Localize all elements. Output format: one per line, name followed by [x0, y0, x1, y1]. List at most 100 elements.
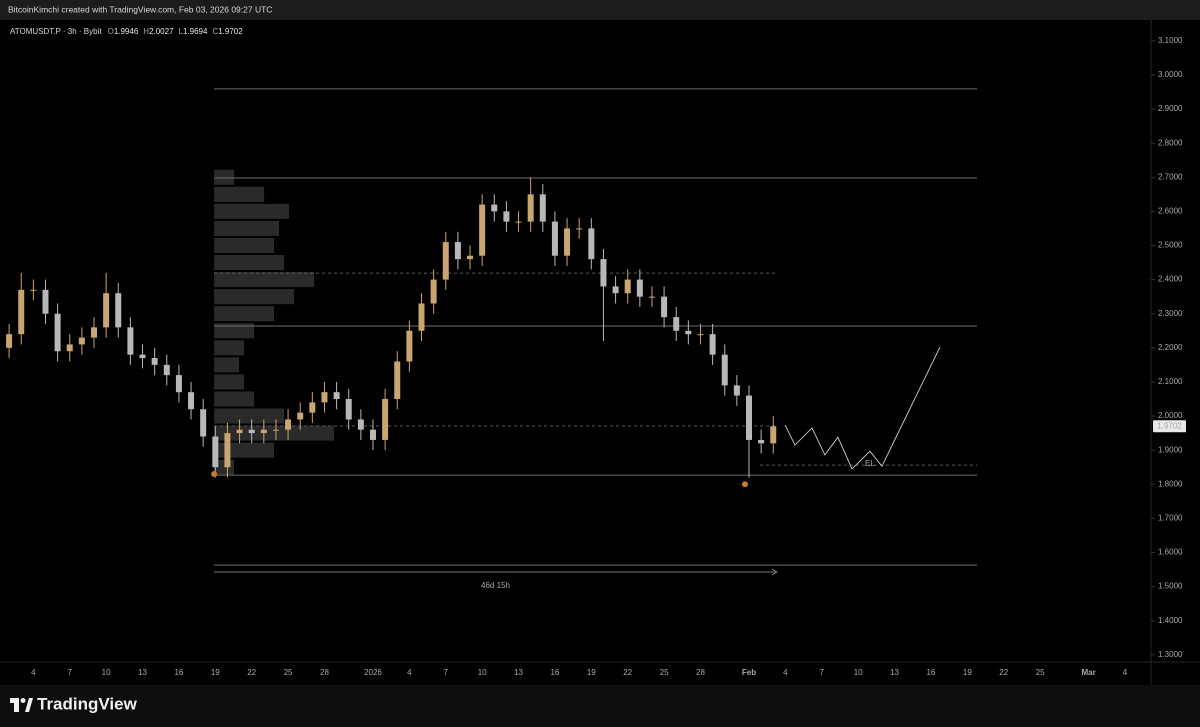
x-tick-label: 7 [68, 668, 73, 677]
candle-body [357, 419, 364, 430]
candle-body [6, 334, 13, 348]
candle-body [30, 289, 37, 291]
candle-body [503, 211, 510, 222]
candle-body [18, 289, 25, 335]
symbol: ATOMUSDT.P · 3h · Bybit [10, 27, 102, 36]
candle-body [564, 228, 571, 256]
y-tick-label: 2.3000 [1158, 309, 1183, 318]
legend-label: O [108, 27, 114, 36]
x-tick-label: 25 [284, 668, 293, 677]
volume-profile-bar [214, 203, 290, 219]
last-price-box [1153, 420, 1186, 433]
candle-body [236, 429, 243, 434]
legend-value: 1.9694 [183, 27, 208, 36]
x-tick-label: 13 [890, 668, 899, 677]
y-tick-label: 1.8000 [1158, 479, 1183, 488]
x-tick-label: 16 [550, 668, 559, 677]
x-tick-label: 22 [999, 668, 1008, 677]
candle-body [382, 398, 389, 440]
candle-body [248, 429, 255, 434]
footer-brand: TradingView [37, 694, 138, 713]
volume-profile-bar [214, 255, 285, 271]
candle-body [685, 330, 692, 335]
candle-body [661, 296, 668, 318]
candle-body [151, 358, 158, 365]
x-tick-label: 13 [138, 668, 147, 677]
candle-body [200, 409, 207, 437]
legend-label: L [179, 27, 184, 36]
candle-body [139, 354, 146, 359]
y-tick-label: 2.4000 [1158, 275, 1183, 284]
candle-body [758, 439, 765, 444]
x-tick-label: 13 [514, 668, 523, 677]
candle-body [745, 395, 752, 440]
y-tick-label: 2.7000 [1158, 172, 1183, 181]
x-tick-label: 7 [444, 668, 449, 677]
header-bar [0, 0, 1200, 20]
x-tick-label: 28 [320, 668, 329, 677]
candle-body [527, 194, 534, 222]
x-tick-label: 19 [211, 668, 220, 677]
candle-body [624, 279, 631, 294]
candle-body [600, 259, 607, 287]
candle-body [515, 221, 522, 223]
x-tick-label: 4 [407, 668, 412, 677]
x-tick-label: 16 [926, 668, 935, 677]
y-tick-label: 1.6000 [1158, 548, 1183, 557]
x-tick-label: 4 [31, 668, 36, 677]
x-tick-label: 19 [587, 668, 596, 677]
x-tick-label: 10 [102, 668, 111, 677]
ohlc-legend: ATOMUSDT.P · 3h · Bybit O1.9946 H2.0027 L1.… [10, 27, 243, 36]
candle-body [648, 296, 655, 298]
x-tick-label: 2026 [364, 668, 382, 677]
candle-body [285, 419, 292, 430]
candle-body [260, 429, 267, 434]
x-tick-label: 10 [478, 668, 487, 677]
projection-line [784, 346, 941, 470]
y-tick-label: 1.5000 [1158, 582, 1183, 591]
candle-body [54, 313, 61, 352]
x-tick-label: 7 [820, 668, 825, 677]
y-tick-label: 3.1000 [1158, 36, 1183, 45]
volume-profile-bar [214, 237, 275, 254]
volume-profile-bar [214, 442, 275, 458]
candle-body [369, 429, 376, 440]
y-tick-label: 2.5000 [1158, 241, 1183, 250]
y-tick-label: 2.8000 [1158, 138, 1183, 147]
volume-profile-bar [214, 374, 245, 390]
marker-dot [211, 471, 218, 478]
y-tick-label: 3.0000 [1158, 70, 1183, 79]
candle-body [733, 385, 740, 396]
measure-label: 46d 15h [481, 581, 510, 590]
candle-body [321, 392, 328, 403]
candle-body [78, 337, 85, 345]
candle-body [770, 426, 777, 444]
y-tick-label: 2.0000 [1158, 411, 1183, 420]
volume-profile-bar [214, 289, 295, 305]
x-tick-label: 19 [963, 668, 972, 677]
volume-profile-bar [214, 391, 255, 407]
candle-body [418, 303, 425, 331]
candle-body [345, 398, 352, 420]
candle-body [188, 392, 195, 410]
x-tick-label: 4 [1123, 668, 1128, 677]
candle-body [430, 279, 437, 304]
candle-body [127, 327, 134, 355]
candle-body [66, 344, 73, 352]
volume-profile-bar [214, 272, 315, 288]
volume-profile-bar [214, 220, 280, 236]
y-tick-label: 2.6000 [1158, 206, 1183, 215]
annotation: EL [865, 459, 875, 468]
legend-value: 1.9946 [114, 27, 139, 36]
candle-body [212, 436, 219, 468]
candle-body [406, 330, 413, 362]
volume-profile-bar [214, 323, 255, 339]
x-tick-label: Mar [1082, 668, 1096, 677]
x-tick-label: 16 [174, 668, 183, 677]
y-tick-label: 2.1000 [1158, 377, 1183, 386]
candle-body [394, 361, 401, 399]
volume-profile-bar [214, 357, 240, 373]
candle-body [175, 375, 182, 393]
y-tick-label: 1.9000 [1158, 445, 1183, 454]
